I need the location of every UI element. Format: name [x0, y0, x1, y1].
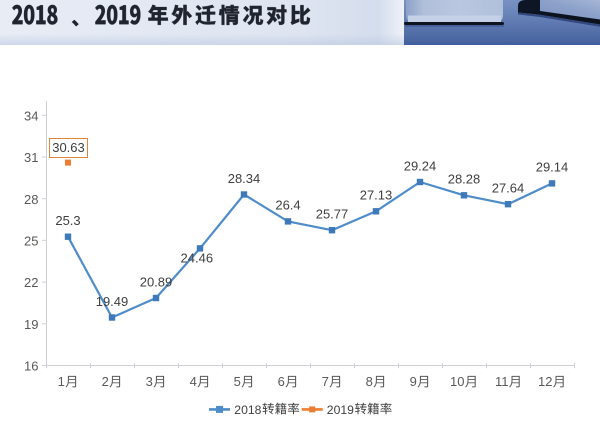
svg-text:16: 16 [24, 359, 38, 374]
svg-text:34: 34 [24, 108, 38, 123]
svg-text:24.46: 24.46 [181, 251, 214, 266]
svg-text:25.3: 25.3 [55, 213, 80, 228]
svg-text:30.63: 30.63 [52, 140, 85, 155]
svg-text:9: 9 [410, 374, 417, 389]
svg-text:31: 31 [24, 150, 38, 165]
svg-text:25: 25 [24, 234, 38, 249]
svg-text:2018: 2018 [234, 403, 261, 417]
svg-text:29.14: 29.14 [536, 160, 569, 175]
svg-text:6: 6 [278, 374, 285, 389]
svg-text:28.28: 28.28 [448, 172, 481, 187]
svg-text:26.4: 26.4 [275, 198, 300, 213]
svg-text:19: 19 [24, 317, 38, 332]
svg-text:22: 22 [24, 275, 38, 290]
svg-text:25.77: 25.77 [316, 207, 349, 222]
svg-text:8: 8 [366, 374, 373, 389]
svg-text:1: 1 [58, 374, 65, 389]
svg-text:7: 7 [322, 374, 329, 389]
svg-text:4: 4 [190, 374, 197, 389]
svg-text:28: 28 [24, 192, 38, 207]
svg-text:3: 3 [146, 374, 153, 389]
svg-text:2: 2 [102, 374, 109, 389]
svg-text:29.24: 29.24 [404, 158, 437, 173]
svg-text:10: 10 [450, 374, 464, 389]
svg-text:12: 12 [538, 374, 552, 389]
svg-text:28.34: 28.34 [228, 171, 261, 186]
svg-text:5: 5 [234, 374, 241, 389]
svg-text:27.13: 27.13 [360, 188, 393, 203]
svg-text:27.64: 27.64 [492, 181, 525, 196]
svg-text:2019: 2019 [327, 403, 354, 417]
svg-text:20.89: 20.89 [140, 274, 173, 289]
svg-text:11: 11 [495, 374, 509, 389]
svg-text:19.49: 19.49 [96, 294, 129, 309]
